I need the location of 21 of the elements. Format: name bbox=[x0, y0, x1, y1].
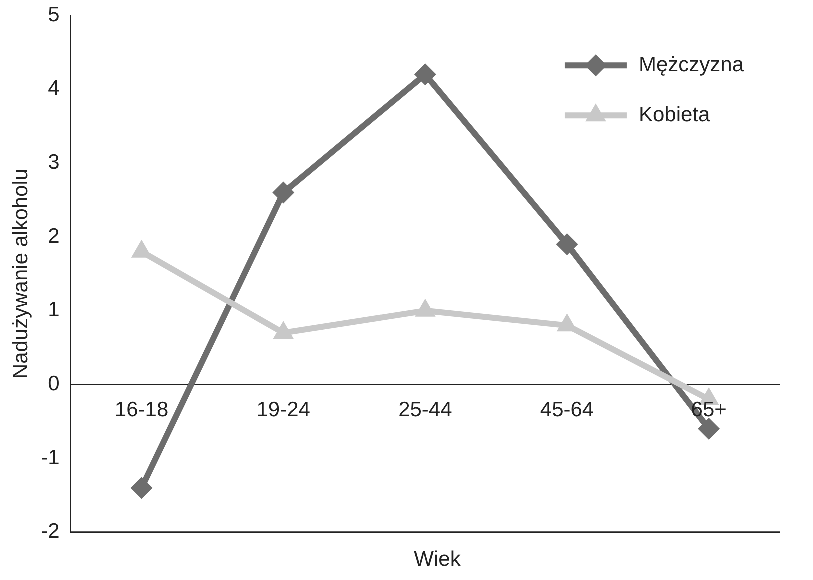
x-tick-label: 16-18 bbox=[114, 398, 169, 422]
y-tick-label: 0 bbox=[48, 372, 60, 396]
y-tick-label: 5 bbox=[48, 3, 60, 26]
y-tick-label: -1 bbox=[41, 446, 60, 470]
x-axis-title: Wiek bbox=[413, 548, 462, 572]
y-axis-title: Nadużywanie alkoholu bbox=[9, 168, 32, 380]
point bbox=[414, 64, 436, 86]
legend-label: Mężczyzna bbox=[638, 53, 744, 76]
y-tick-label: 3 bbox=[48, 151, 60, 174]
y-tick-label: 2 bbox=[48, 224, 60, 248]
x-tick-label: 45-64 bbox=[540, 398, 594, 422]
y-tick-label: 1 bbox=[48, 298, 60, 322]
x-tick-label: 19-24 bbox=[256, 398, 311, 422]
y-tick-label: -2 bbox=[41, 520, 60, 544]
x-tick-label: 25-44 bbox=[398, 398, 453, 422]
legend-label: Kobieta bbox=[638, 103, 711, 126]
point bbox=[415, 298, 436, 317]
point bbox=[273, 321, 294, 340]
point bbox=[556, 233, 578, 256]
y-tick-label: 4 bbox=[48, 77, 60, 100]
point bbox=[272, 182, 295, 204]
